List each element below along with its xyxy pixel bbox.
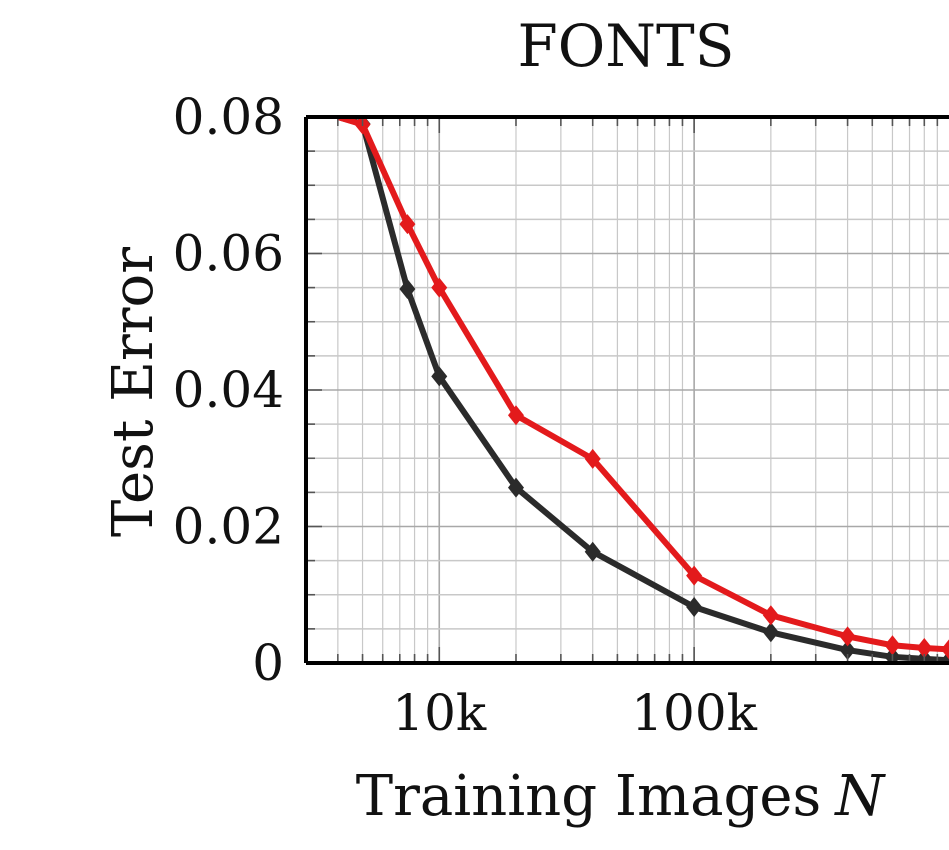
y-axis-label: Test Error bbox=[101, 247, 166, 537]
data-point-marker bbox=[839, 640, 856, 661]
data-point-marker bbox=[431, 277, 448, 298]
y-tick-label: 0.02 bbox=[173, 498, 284, 556]
data-point-marker bbox=[884, 635, 901, 656]
y-tick-label: 0.06 bbox=[173, 225, 284, 283]
x-axis-label-text: Training Images bbox=[356, 764, 821, 829]
series-line bbox=[336, 117, 949, 653]
y-tick-label: 0.04 bbox=[173, 361, 284, 419]
data-point-marker bbox=[762, 605, 779, 626]
y-tick-label: 0.08 bbox=[173, 88, 284, 146]
data-point-marker bbox=[399, 214, 416, 235]
data-point-marker bbox=[584, 541, 601, 562]
chart-title: FONTS bbox=[518, 12, 735, 80]
axes bbox=[304, 115, 949, 665]
data-point-marker bbox=[507, 405, 524, 426]
grid bbox=[306, 117, 949, 663]
x-axis-label-var: N bbox=[833, 764, 886, 829]
x-tick-label: 10k bbox=[392, 684, 487, 742]
series-line bbox=[337, 117, 949, 663]
data-point-marker bbox=[584, 448, 601, 469]
data-point-marker bbox=[399, 278, 416, 299]
y-tick-label: 0 bbox=[252, 634, 284, 692]
data-point-marker bbox=[941, 639, 949, 660]
data-point-marker bbox=[686, 597, 703, 618]
data-point-marker bbox=[507, 477, 524, 498]
tick-labels: 0 0.02 0.04 0.06 0.08 10k 100k bbox=[173, 88, 758, 742]
x-tick-label: 100k bbox=[631, 684, 757, 742]
series-layer bbox=[336, 117, 949, 663]
data-point-marker bbox=[916, 637, 933, 658]
data-point-marker bbox=[762, 622, 779, 643]
data-point-marker bbox=[839, 626, 856, 647]
data-point-marker bbox=[431, 366, 448, 387]
data-point-marker bbox=[686, 565, 703, 586]
x-axis-label: Training Images N bbox=[356, 764, 886, 829]
